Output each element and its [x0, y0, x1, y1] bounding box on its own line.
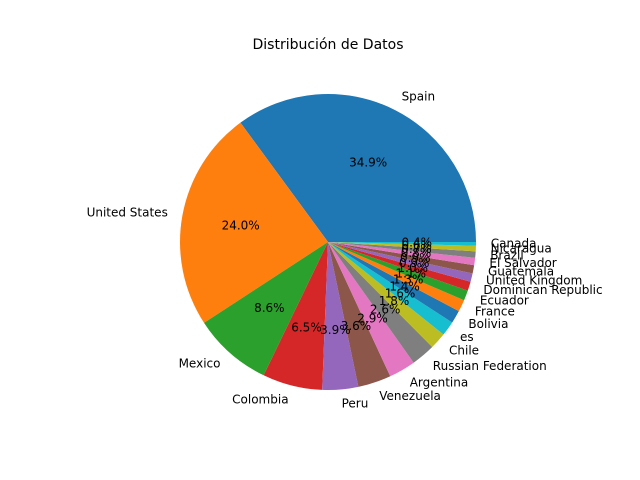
category-label-canada: Canada — [491, 237, 537, 251]
category-labels: Spain United States Mexico Colombia Peru Vene… — [87, 89, 603, 410]
pct-label-es: 1.6% — [385, 286, 416, 300]
pct-label-nicaragua: 0.6% — [401, 238, 432, 252]
pct-label-united-kingdom: 0.9% — [399, 256, 430, 270]
pie-slices — [180, 93, 476, 390]
category-label-venezuela: Venezuela — [379, 389, 441, 403]
category-label-chile: Chile — [449, 343, 479, 357]
pie-slice-venezuela — [328, 242, 391, 387]
category-label-nicaragua: Nicaragua — [491, 242, 552, 256]
pct-label-spain: 34.9% — [349, 155, 387, 169]
pie-slice-mexico — [204, 242, 328, 376]
pie-slice-spain — [240, 93, 476, 242]
category-label-brazil: Brazil — [490, 248, 523, 262]
category-label-russian-federation: Russian Federation — [433, 359, 547, 373]
category-label-mexico: Mexico — [179, 357, 221, 371]
pie-slice-ecuador — [328, 242, 468, 301]
category-label-france: France — [475, 305, 515, 319]
category-label-united-states: United States — [87, 205, 168, 219]
pie-slice-bolivia — [328, 242, 459, 323]
pct-label-chile: 1.8% — [379, 294, 410, 308]
pct-label-dominican-republic: 1.0% — [398, 261, 429, 275]
pct-label-colombia: 6.5% — [291, 321, 322, 335]
pie-slice-united-states — [180, 122, 328, 323]
pct-label-bolivia: 1.4% — [389, 279, 420, 293]
pct-label-brazil: 0.7% — [401, 242, 432, 256]
percentage-labels: 34.9%24.0%8.6%6.5%3.9%3.6%2.9%2.6%1.8%1.… — [222, 155, 432, 337]
pie-slice-el-salvador — [328, 242, 476, 266]
pct-label-ecuador: 1.1% — [396, 267, 427, 281]
chart-title: Distribución de Datos — [253, 37, 404, 53]
pie-slice-chile — [328, 242, 444, 348]
category-label-es: es — [460, 330, 474, 344]
pct-label-peru: 3.9% — [320, 323, 351, 337]
pct-label-mexico: 8.6% — [254, 301, 285, 315]
pie-slice-nicaragua — [328, 242, 476, 252]
pct-label-el-salvador: 0.8% — [401, 246, 432, 260]
pct-label-russian-federation: 2.6% — [370, 302, 401, 316]
pie-slice-united-kingdom — [328, 242, 473, 282]
pie-slice-es — [328, 242, 453, 335]
category-label-united-kingdom: United Kingdom — [486, 274, 582, 288]
category-label-el-salvador: El Salvador — [489, 256, 556, 270]
pie-slice-peru — [322, 242, 359, 390]
pie-slice-canada — [328, 242, 476, 246]
pct-label-argentina: 2.9% — [357, 311, 388, 325]
pct-label-united-states: 24.0% — [222, 219, 260, 233]
pie-slice-brazil — [328, 242, 476, 258]
category-label-colombia: Colombia — [232, 392, 288, 406]
category-label-guatemala: Guatemala — [488, 265, 554, 279]
category-label-peru: Peru — [342, 397, 369, 411]
pie-slice-colombia — [263, 242, 328, 390]
pct-label-venezuela: 3.6% — [341, 319, 372, 333]
pie-slice-guatemala — [328, 242, 475, 274]
category-label-bolivia: Bolivia — [468, 317, 508, 331]
category-label-ecuador: Ecuador — [480, 293, 529, 307]
pct-label-guatemala: 0.9% — [400, 251, 431, 265]
category-label-spain: Spain — [402, 89, 436, 103]
pie-slice-dominican-republic — [328, 242, 471, 291]
category-label-argentina: Argentina — [410, 375, 469, 389]
pie-slice-argentina — [328, 242, 414, 377]
category-label-dominican-republic: Dominican Republic — [483, 283, 602, 297]
pie-slice-russian-federation — [328, 242, 433, 363]
pct-label-france: 1.3% — [393, 273, 424, 287]
pie-slice-france — [328, 242, 465, 312]
pct-label-canada: 0.4% — [402, 236, 433, 250]
